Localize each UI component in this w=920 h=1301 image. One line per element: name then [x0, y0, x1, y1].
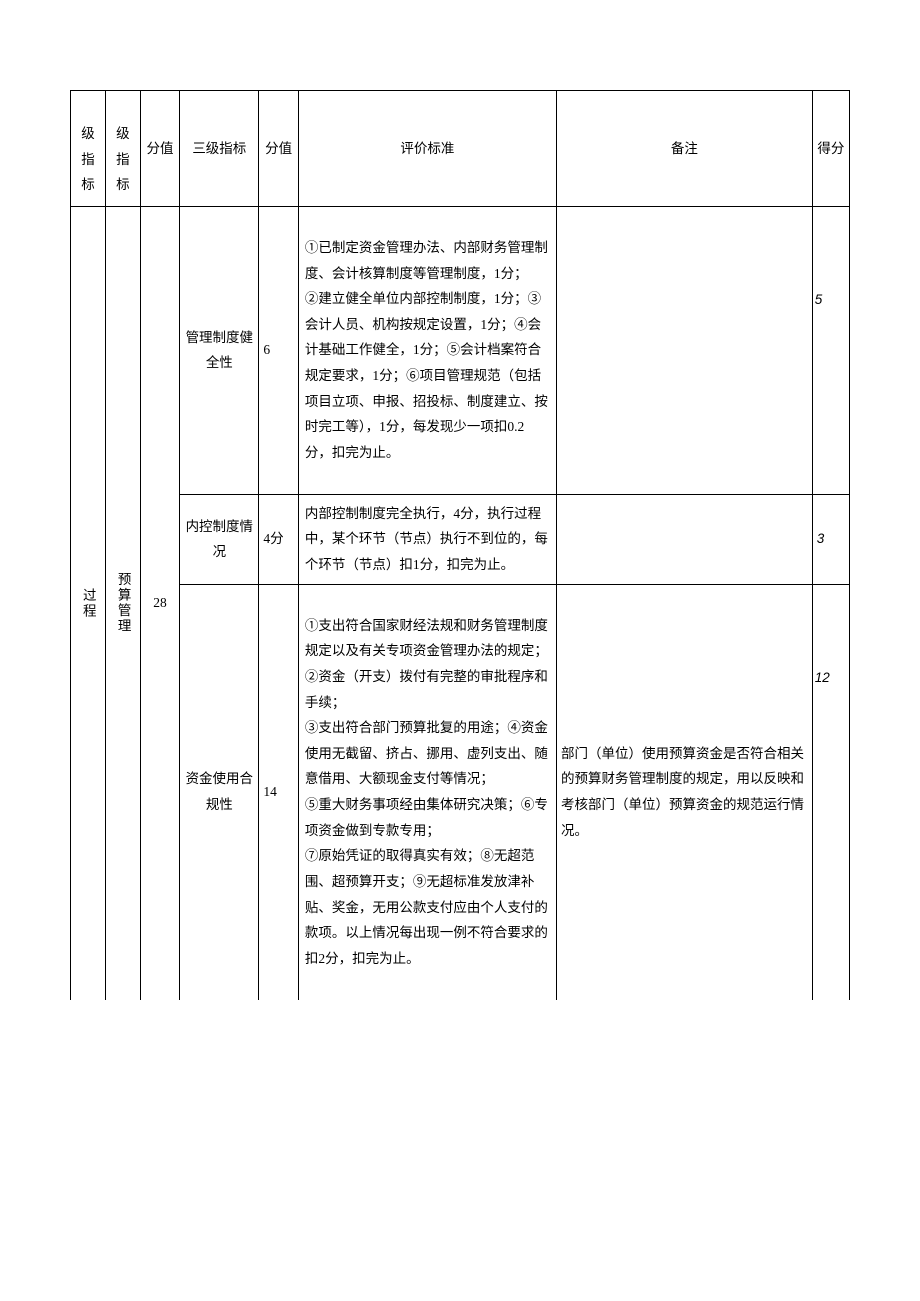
indicator-cell: 资金使用合规性 — [180, 584, 259, 999]
remark-cell — [556, 494, 812, 584]
score-cell: 3 — [812, 494, 849, 584]
pts-cell: 14 — [259, 584, 299, 999]
pts-cell: 6 — [259, 206, 299, 494]
level2-score-cell: 28 — [140, 206, 180, 999]
score-cell: 12 — [812, 584, 849, 999]
header-criteria: 评价标准 — [298, 91, 556, 207]
remark-cell: 部门（单位）使用预算资金是否符合相关的预算财务管理制度的规定，用以反映和考核部门… — [556, 584, 812, 999]
level2-cell: 预算管理 — [105, 206, 140, 999]
evaluation-table: 级指标 级指标 分值 三级指标 分值 评价标准 备注 得分 过程 预算管理 28… — [70, 90, 850, 1000]
header-level1: 级指标 — [71, 91, 106, 207]
pts-cell: 4分 — [259, 494, 299, 584]
score-cell: 5 — [812, 206, 849, 494]
table-row: 资金使用合规性 14 ①支出符合国家财经法规和财务管理制度规定以及有关专项资金管… — [71, 584, 850, 999]
header-remark: 备注 — [556, 91, 812, 207]
remark-cell — [556, 206, 812, 494]
criteria-cell: ①已制定资金管理办法、内部财务管理制度、会计核算制度等管理制度，1分； ②建立健… — [298, 206, 556, 494]
indicator-cell: 管理制度健全性 — [180, 206, 259, 494]
criteria-cell: 内部控制制度完全执行，4分，执行过程中，某个环节（节点）执行不到位的，每个环节（… — [298, 494, 556, 584]
table-row: 内控制度情况 4分 内部控制制度完全执行，4分，执行过程中，某个环节（节点）执行… — [71, 494, 850, 584]
table-row: 过程 预算管理 28 管理制度健全性 6 ①已制定资金管理办法、内部财务管理制度… — [71, 206, 850, 494]
indicator-cell: 内控制度情况 — [180, 494, 259, 584]
header-score-max: 分值 — [140, 91, 180, 207]
table-header-row: 级指标 级指标 分值 三级指标 分值 评价标准 备注 得分 — [71, 91, 850, 207]
header-level2: 级指标 — [105, 91, 140, 207]
header-pts: 分值 — [259, 91, 299, 207]
level1-cell: 过程 — [71, 206, 106, 999]
header-score: 得分 — [812, 91, 849, 207]
criteria-cell: ①支出符合国家财经法规和财务管理制度规定以及有关专项资金管理办法的规定； ②资金… — [298, 584, 556, 999]
header-level3: 三级指标 — [180, 91, 259, 207]
